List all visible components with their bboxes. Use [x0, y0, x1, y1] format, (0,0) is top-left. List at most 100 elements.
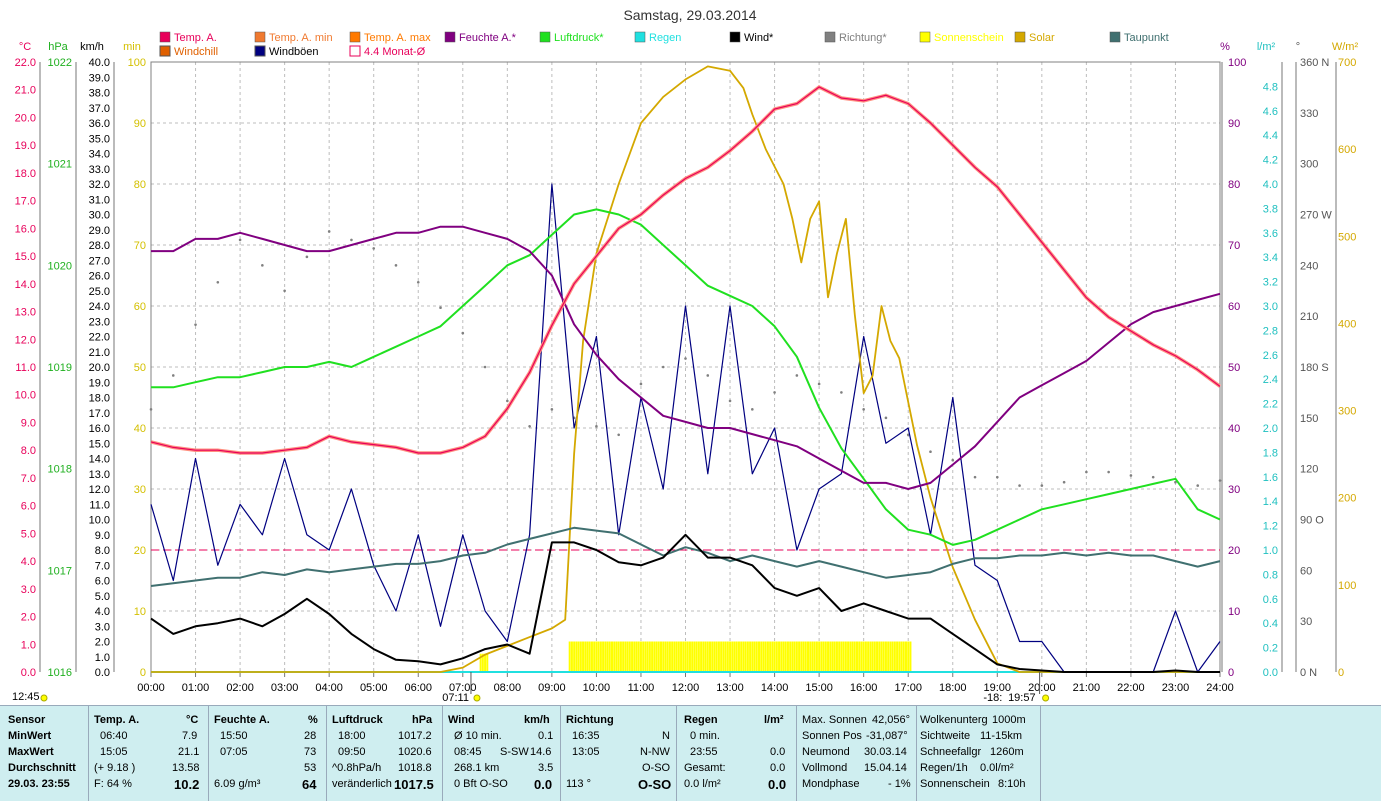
legend2-swatch-1	[254, 45, 266, 57]
direction-axis-tick-label: 120	[1300, 464, 1318, 476]
temp-axis-tick-label: 2.0	[21, 612, 36, 624]
solar-axis-tick-label: 0	[1338, 667, 1344, 679]
misc-value-3: 0.0l/m²	[980, 762, 1014, 774]
direction-point	[862, 408, 865, 411]
sunset-label: 19:57	[1008, 692, 1036, 704]
temp-axis-tick-label: 9.0	[21, 417, 36, 429]
wind-axis-tick-label: 17.0	[89, 408, 110, 420]
wind-axis-tick-label: 6.0	[95, 576, 110, 588]
direction-min-time: 16:35	[572, 730, 600, 742]
wind-axis-tick-label: 32.0	[89, 179, 110, 191]
astro-label-3: Vollmond	[802, 762, 848, 774]
rain-axis-tick-label: 0.4	[1263, 618, 1278, 630]
direction-point	[684, 357, 687, 360]
time-tick-label: 19:00	[984, 682, 1012, 694]
axis-unit-0: °C	[19, 41, 31, 53]
direction-current: O-SO	[638, 777, 672, 792]
rain-axis-tick-label: 2.4	[1263, 374, 1278, 386]
weather-chart: Samstag, 29.03.2014 Temp. A. Temp. A. min…	[12, 7, 1359, 704]
direction-point	[884, 416, 888, 420]
pressure-axis-tick-label: 1022	[48, 57, 72, 69]
sun-icon	[40, 694, 48, 702]
rain-axis-tick-label: 0.2	[1263, 643, 1278, 655]
rain-row2-time: 23:55	[690, 746, 718, 758]
temp-axis-tick-label: 7.0	[21, 473, 36, 485]
misc-value-1: 11-15km	[980, 730, 1022, 742]
astro-value-2: 30.03.14	[864, 746, 907, 758]
misc-value-0: 1000m	[992, 714, 1026, 726]
legend-swatch-8	[919, 31, 931, 43]
direction-point	[617, 433, 620, 437]
humidity-abs: 6.09 g/m³	[214, 778, 261, 790]
time-tick-label: 09:00	[538, 682, 566, 694]
direction-axis-tick-label: 210	[1300, 311, 1318, 323]
direction-min-dir: N	[662, 730, 670, 742]
solar-axis-tick-label: 600	[1338, 144, 1356, 156]
axis-unit-labels: °C hPa km/h min% l/m² ° W/m²	[19, 41, 1359, 53]
astro-label-1: Sonnen Pos	[802, 730, 862, 742]
time-tick-label: 11:00	[628, 682, 655, 694]
temp-axis-tick-label: 1.0	[21, 639, 36, 651]
humidity-axis-tick-label: 0	[1228, 667, 1234, 679]
axis-unit-4: %	[1220, 41, 1230, 53]
time-tick-label: 22:00	[1117, 682, 1145, 694]
pressure-axis-tick-label: 1020	[48, 260, 72, 272]
direction-point	[773, 391, 776, 394]
direction-point	[973, 475, 977, 479]
rain-total: 0.0	[770, 762, 786, 774]
wind-max-dir: S-SW	[500, 746, 529, 758]
sunrise-icon	[473, 694, 481, 702]
label-avg: Durchschnitt	[8, 762, 76, 774]
sun-axis-tick-label: 70	[134, 240, 146, 252]
label-min: MinWert	[8, 730, 52, 742]
legend-label-7: Richtung*	[839, 32, 887, 44]
temp-min: 7.9	[182, 730, 198, 742]
direction-point	[929, 450, 932, 454]
time-tick-label: 05:00	[360, 682, 388, 694]
direction-point	[216, 280, 220, 284]
direction-point	[639, 382, 643, 386]
temp-axis-tick-label: 0.0	[21, 667, 36, 679]
humidity-axis-tick-label: 40	[1228, 423, 1240, 435]
time-tick-label: 20:00	[1028, 682, 1056, 694]
wind-axis-tick-label: 13.0	[89, 469, 110, 481]
humidity-axis-tick-label: 10	[1228, 606, 1240, 618]
direction-axis-tick-label: 0 N	[1300, 667, 1317, 679]
humidity-max-time: 07:05	[220, 746, 248, 758]
wind-axis-tick-label: 2.0	[95, 637, 110, 649]
axis-unit-1: hPa	[48, 41, 68, 53]
sun-axis-tick-label: 90	[134, 118, 146, 130]
pressure-min: 1017.2	[398, 730, 432, 742]
direction-point	[751, 408, 754, 411]
sun-axis-tick-label: 10	[134, 606, 146, 618]
time-tick-label: 08:00	[494, 682, 522, 694]
pressure-axis-tick-label: 1016	[48, 667, 72, 679]
legend-swatch-0	[159, 31, 171, 43]
humidity-current: 64	[302, 777, 317, 792]
rain-unit: l/m²	[764, 714, 784, 726]
wind-axis-tick-label: 21.0	[89, 347, 110, 359]
direction-point	[506, 399, 509, 403]
time-tick-label: 00:00	[137, 682, 165, 694]
temp-axis-tick-label: 16.0	[15, 223, 36, 235]
wind-axis-tick-label: 31.0	[89, 194, 110, 206]
rain-axis-tick-label: 4.0	[1263, 179, 1278, 191]
time-tick-label: 13:00	[716, 682, 744, 694]
pressure-axis-tick-label: 1021	[48, 159, 72, 171]
astro-value-3: 15.04.14	[864, 762, 907, 774]
temp-axis-tick-label: 10.0	[15, 390, 36, 402]
direction-point	[1129, 474, 1133, 477]
astro-value-4: - 1%	[888, 778, 911, 790]
legend-swatch-10	[1109, 31, 1121, 43]
sun-axis-tick-label: 20	[134, 545, 146, 557]
rain-axis-tick-label: 4.2	[1263, 155, 1278, 167]
rain-total-label: Gesamt:	[684, 762, 726, 774]
direction-point	[995, 475, 999, 479]
time-tick-label: 12:00	[672, 682, 700, 694]
left-time-label: 12:45	[12, 691, 40, 703]
pressure-axis-tick-label: 1019	[48, 362, 72, 374]
direction-point	[951, 458, 955, 462]
time-tick-label: 16:00	[850, 682, 878, 694]
time-tick-label: 17:00	[894, 682, 922, 694]
direction-point	[261, 264, 264, 267]
